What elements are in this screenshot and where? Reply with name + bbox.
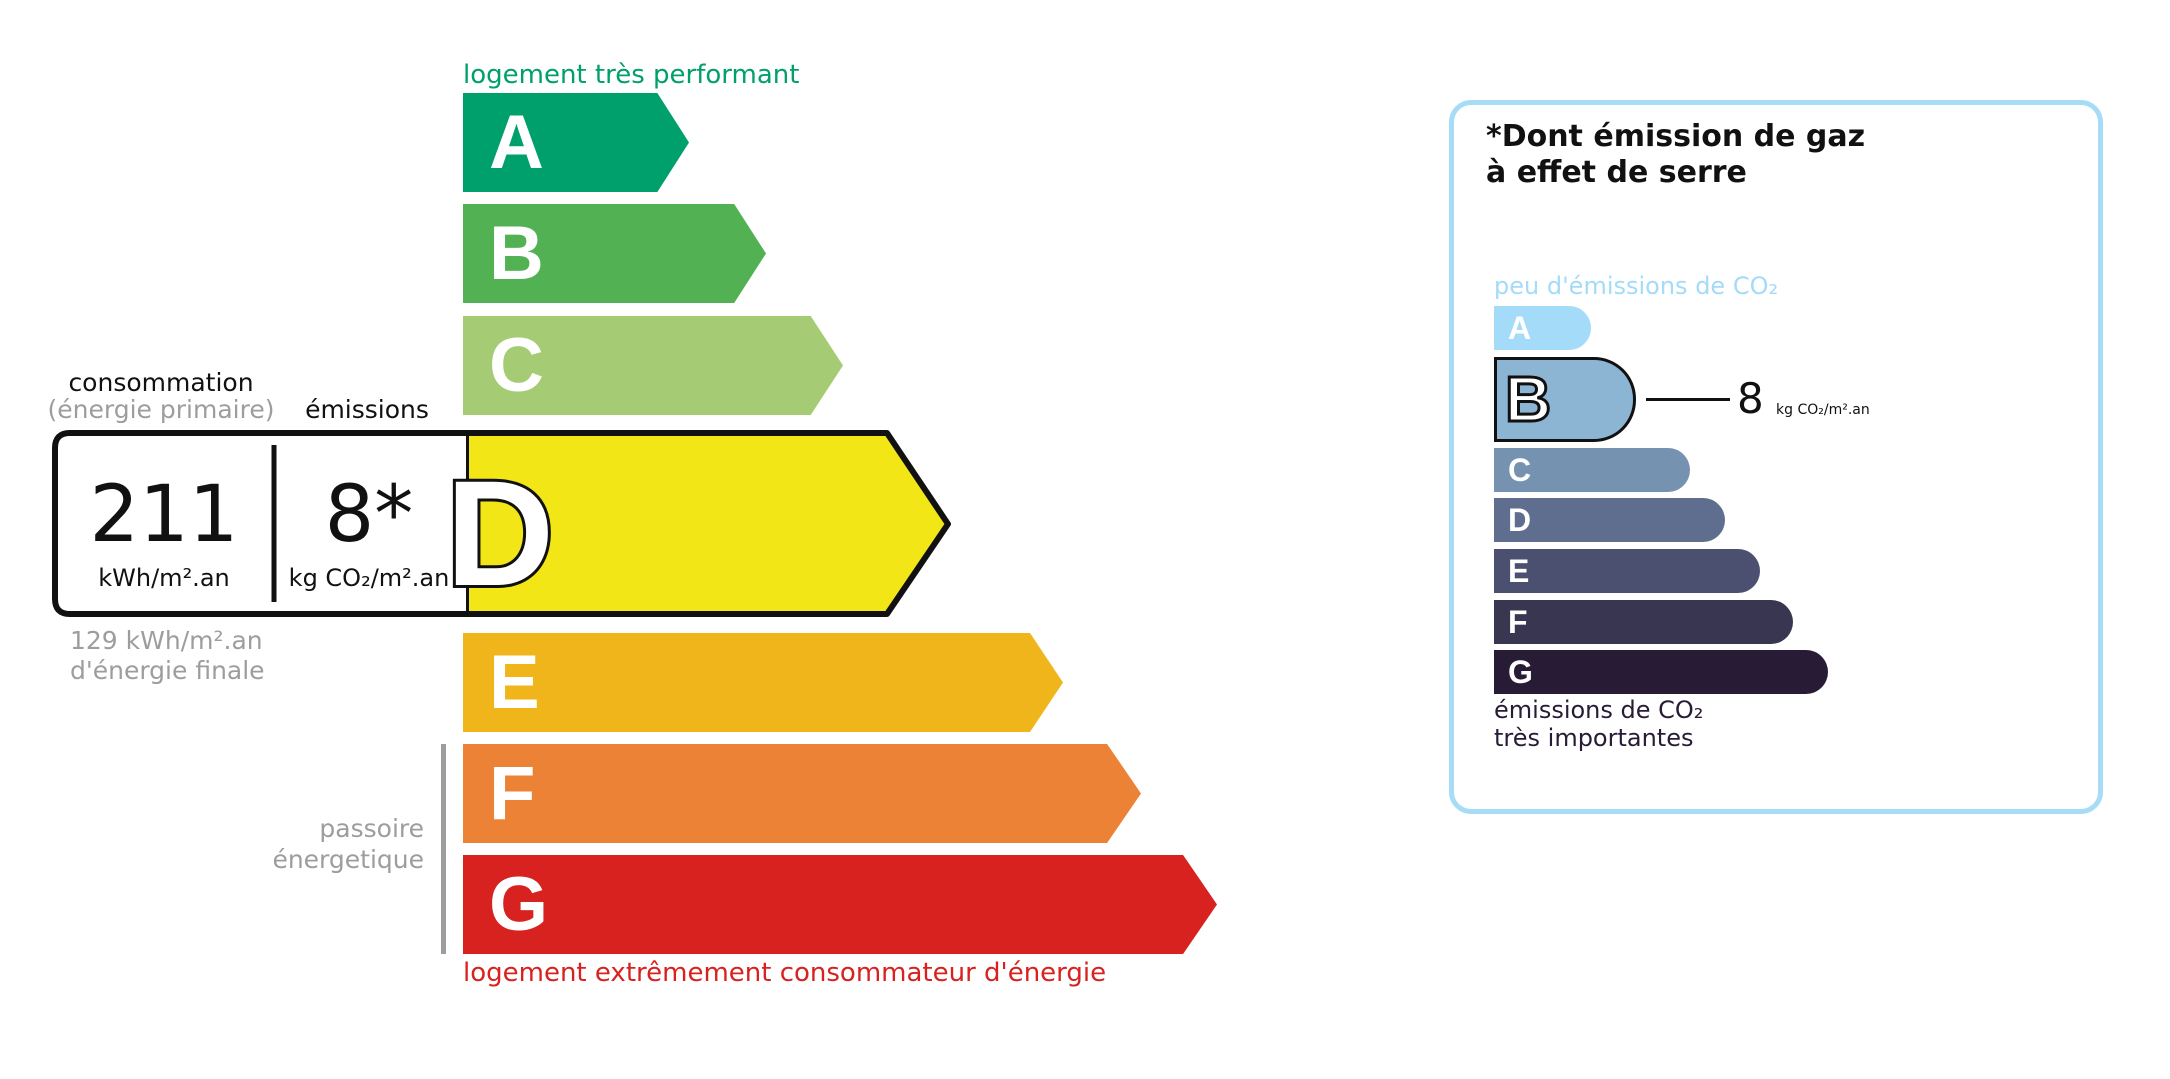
energy-class-e: E: [463, 633, 1063, 732]
ges-class-c: C: [1494, 448, 1690, 492]
class-letter: A: [489, 100, 544, 185]
energy-top-label: logement très performant: [463, 60, 800, 90]
consumption-value: 211: [89, 470, 239, 560]
final-energy-label: d'énergie finale: [70, 656, 265, 685]
passoire-label-line1: passoire: [319, 814, 424, 843]
ges-class-g: G: [1494, 650, 1828, 694]
ges-bottom-label-line1: émissions de CO₂: [1494, 696, 1704, 724]
current-class-box: D: [52, 430, 951, 620]
consumption-sublabel: (énergie primaire): [47, 395, 275, 424]
energy-class-g: G: [463, 855, 1217, 954]
consumption-unit: kWh/m².an: [98, 564, 230, 592]
class-letter: D: [1508, 502, 1532, 538]
consumption-label: consommation: [68, 368, 254, 397]
class-letter: A: [1508, 310, 1532, 346]
energy-class-a: A: [463, 93, 689, 192]
energy-class-f: F: [463, 744, 1141, 843]
ges-value-connector: [1646, 398, 1730, 401]
ges-title-line2: à effet de serre: [1486, 155, 1747, 190]
emissions-unit: kg CO₂/m².an: [288, 564, 450, 592]
class-letter: G: [489, 862, 549, 947]
ges-top-label: peu d'émissions de CO₂: [1494, 272, 1779, 300]
class-letter: E: [489, 640, 540, 725]
final-energy-value: 129 kWh/m².an: [70, 626, 263, 655]
class-letter: C: [489, 323, 544, 408]
class-letter: F: [1508, 604, 1528, 640]
class-letter: E: [1508, 553, 1530, 589]
class-letter: G: [1508, 654, 1533, 690]
energy-class-c: C: [463, 316, 843, 415]
ges-value: 8: [1737, 374, 1764, 423]
class-letter: B: [489, 211, 544, 296]
class-letter: C: [1508, 452, 1532, 488]
emissions-value: 8*: [324, 470, 414, 560]
ges-class-f: F: [1494, 600, 1793, 644]
passoire-bracket: [441, 744, 446, 954]
energy-bottom-label: logement extrêmement consommateur d'éner…: [463, 958, 1107, 988]
ges-panel: [1449, 100, 2103, 814]
ges-class-a: A: [1494, 306, 1591, 350]
current-ges-letter: B: [1503, 363, 1552, 436]
ges-class-b-current: B: [1494, 357, 1636, 442]
ges-class-d: D: [1494, 498, 1725, 542]
emissions-label: émissions: [305, 395, 429, 424]
current-class-letter: D: [446, 449, 554, 617]
passoire-label-line2: énergetique: [272, 845, 424, 874]
ges-class-e: E: [1494, 549, 1760, 593]
ges-unit: kg CO₂/m².an: [1776, 402, 1870, 418]
energy-class-b: B: [463, 204, 766, 303]
class-letter: F: [489, 751, 536, 836]
ges-bottom-label-line2: très importantes: [1494, 724, 1694, 752]
ges-title-line1: *Dont émission de gaz: [1486, 119, 1866, 154]
